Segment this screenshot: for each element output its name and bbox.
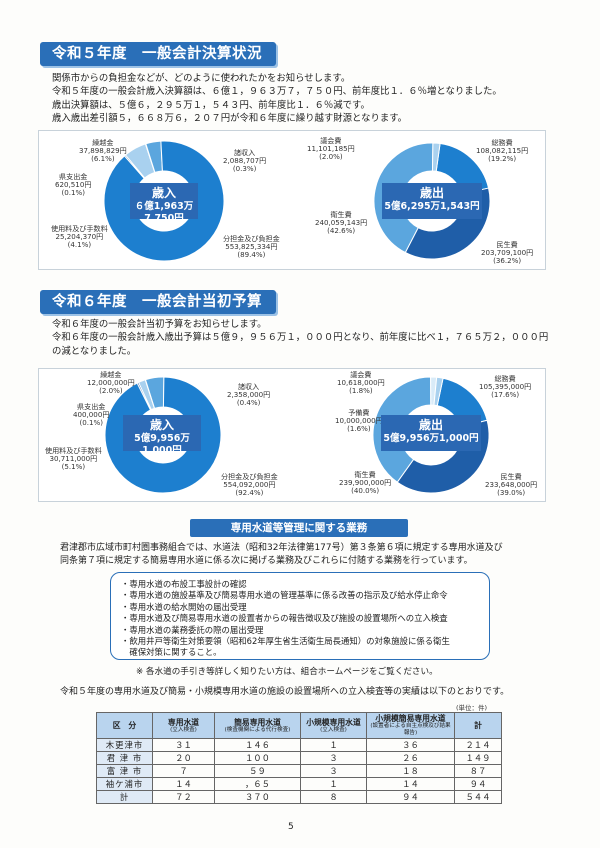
label-kenshishutsu-2024: 県支出金 400,000円 (0.1%) [73, 402, 110, 428]
duty-item: 確保対策に関すること。 [121, 647, 222, 658]
label-gikaihi-2024: 議会費 10,618,000円 (1.8%) [337, 370, 385, 396]
section1-line: 歳出決算額は、５億６，２９５万１，５４３円、前年度比１．６％減です。 [52, 99, 370, 111]
section3-line: 君津郡市広域市町村圏事務組合では、水道法（昭和32年法律第177号）第３条第６項… [60, 543, 503, 553]
header-category: 区 分 [96, 712, 153, 739]
section2-title: 令和６年度 一般会計当初予算 [40, 290, 276, 314]
label-gikaihi: 議会費 11,101,185円 (2.0%) [307, 136, 355, 162]
table-row: 袖ケ浦市 １４ ，６５ １ １４ ９４ [96, 777, 502, 791]
label-shoshunyu-2024: 諸収入 2,358,000円 (0.4%) [227, 382, 271, 408]
label-minseihi-2024: 民生費 233,648,000円 (39.0%) [485, 472, 538, 498]
revenue-2023-slice-4 [123, 154, 146, 180]
expense-2024-slice-4 [433, 376, 444, 407]
duty-item: ・専用水道の業務委託の際の届出受理 [121, 624, 264, 635]
expense-2023-slice-3 [431, 142, 441, 172]
label-kenshishutsu: 県支出金 620,510円 (0.1%) [55, 172, 92, 198]
label-shoshunyu: 諸収入 2,088,707円 (0.3%) [223, 148, 267, 174]
label-eiseihi: 衛生費 240,059,143円 (42.6%) [315, 210, 368, 236]
revenue-2024-slice-4 [136, 381, 152, 411]
section3-title: 専用水道等管理に関する業務 [190, 519, 408, 537]
header-total: 計 [454, 712, 502, 739]
chart-panel-2024: 繰越金 12,000,000円 (2.0%) 県支出金 400,000円 (0.1%) … [38, 368, 546, 502]
inspection-table: 区 分 専用水道 (立入検査) 簡易専用水道 (検査機関による代行検査) 小規模専用… [96, 712, 502, 804]
label-buntankin-2024: 分担金及び負担金 554,092,000円 (92.4%) [221, 472, 278, 498]
table-total-row: 計 ７２ ３７０ ８ ９４ ５４４ [96, 790, 502, 804]
label-kurikoshi-2024: 繰越金 12,000,000円 (2.0%) [87, 370, 135, 396]
expense-2024-center: 歳出 5億9,956万1,000円 [381, 415, 481, 451]
section2-line: 令和６年度の一般会計歳入歳出予算は５億９，９５６万１，０００円となり、前年度に比… [52, 332, 549, 344]
duty-item: ・専用水道の施設基準及び簡易専用水道の管理基準に係る改善の指示及び給水停止命令 [121, 590, 448, 601]
label-kurikoshi: 繰越金 37,898,829円 (6.1%) [79, 138, 127, 164]
donut-charts-2024 [104, 376, 490, 494]
duty-item: ・専用水道の布設工事設計の確認 [121, 579, 247, 589]
section1-text: 関係市からの負担金などが、どのように使われたかをお知らせします。 令和５年度の一… [52, 72, 502, 126]
label-shiyoryo-2024: 使用料及び手数料 30,711,000円 (5.1%) [45, 446, 102, 472]
header-kani: 簡易専用水道 (検査機関による代行検査) [214, 712, 301, 739]
label-minseihi: 民生費 203,709,100円 (36.2%) [481, 240, 534, 266]
table-unit: (単位：件) [456, 704, 488, 712]
label-somuhi: 総務費 108,082,115円 (19.2%) [476, 138, 529, 164]
table-row: 木更津市 ３１ １４６ １ ３６ ２１４ [96, 738, 502, 752]
revenue-2023-center: 歳入 ６億1,963万7,750円 [130, 183, 198, 224]
homepage-note: ※ 各水道の手引き等詳しく知りたい方は、組合ホームページをご覧ください。 [136, 667, 438, 677]
header-shokibo: 小規模専用水道 (立入検査) [300, 712, 367, 739]
duty-item: ・専用水道の給水開始の届出受理 [121, 601, 247, 612]
revenue-2024-center: 歳入 5億9,956万1,000円 [123, 415, 201, 456]
table-row: 富 津 市 ７ ５９ ３ １８ ８７ [96, 764, 502, 778]
revenue-2024-slice-3 [104, 376, 222, 494]
section3-text: 君津郡市広域市町村圏事務組合では、水道法（昭和32年法律第177号）第３条第６項… [60, 542, 503, 569]
chart-panel-2023: 繰越金 37,898,829円 (6.1%) 県支出金 620,510円 (0.1%) … [38, 130, 546, 270]
label-shiyoryo: 使用料及び手数料 25,204,370円 (4.1%) [51, 224, 108, 250]
expense-2023-center: 歳出 5億6,295万1,543円 [382, 183, 482, 219]
page-number: 5 [288, 822, 294, 832]
table-row: 君 津 市 ２０ １００ ３ ２６ １４９ [96, 751, 502, 765]
label-somuhi-2024: 総務費 105,395,000円 (17.6%) [479, 374, 532, 400]
section1-line: 関係市からの負担金などが、どのように使われたかをお知らせします。 [52, 73, 351, 84]
revenue-2023-donut [103, 140, 225, 262]
revenue-2024-donut [104, 376, 222, 494]
section2-line: 令和６年度の一般会計当初予算をお知らせします。 [52, 319, 267, 330]
section1-title: 令和５年度 一般会計決算状況 [40, 42, 276, 66]
duty-item: ・専用水道及び簡易専用水道の設置者からの報告徴収及び施設の設置場所への立入検査 [121, 613, 448, 624]
label-eiseihi-2024: 衛生費 239,900,000円 (40.0%) [339, 470, 392, 496]
label-yobihi-2024: 予備費 10,000,000円 (1.6%) [335, 408, 383, 434]
section1-line: 歳入歳出差引額５，６６８万６，２０７円が令和６年度に繰り越す財源となります。 [52, 113, 408, 125]
section2-text: 令和６年度の一般会計当初予算をお知らせします。 令和６年度の一般会計歳入歳出予算… [52, 318, 548, 358]
duty-item: ・飲用井戸等衛生対策要領（昭和62年厚生省生活衛生局長通知）の対象施設に係る衛生 [121, 636, 450, 647]
header-senyo: 専用水道 (立入検査) [152, 712, 215, 739]
section1-line: 令和５年度の一般会計歳入決算額は、６億１，９６３万７，７５０円、前年度比１．６％… [52, 86, 502, 98]
section3-line: 同条第７項に規定する簡易専用水道に係る次に掲げる業務及びこれらに付随する業務を行… [60, 556, 473, 567]
header-shokibo-kani: 小規模簡易専用水道 (設置者による自主点検及び結果報告) [366, 712, 455, 739]
section2-line: の減となりました。 [52, 345, 137, 357]
table-header-row: 区 分 専用水道 (立入検査) 簡易専用水道 (検査機関による代行検査) 小規模専用… [96, 712, 502, 739]
label-buntankin: 分担金及び負担金 553,825,334円 (89.4%) [223, 234, 280, 260]
table-intro: 令和５年度の専用水道及び簡易・小規模専用水道の施設の設置場所への立入検査等の実績… [60, 687, 510, 697]
duties-list: ・専用水道の布設工事設計の確認 ・専用水道の施設基準及び簡易専用水道の管理基準に… [110, 572, 490, 660]
